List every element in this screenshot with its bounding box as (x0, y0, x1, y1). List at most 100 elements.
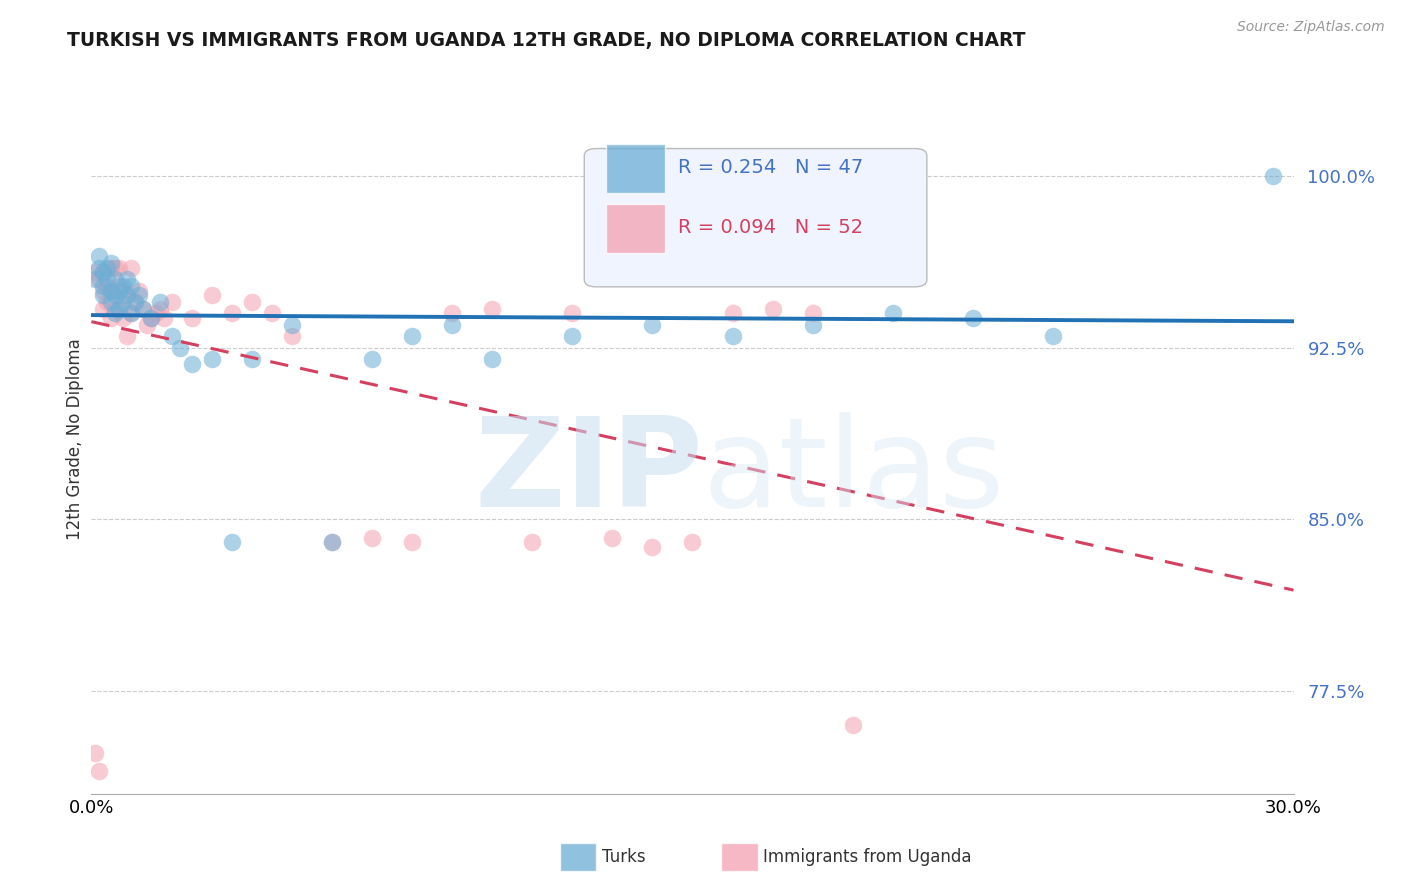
Text: R = 0.094   N = 52: R = 0.094 N = 52 (678, 219, 863, 237)
Point (124, 295, 146, 310)
Point (180, 357, 202, 371)
Point (93, 288, 115, 302)
Point (321, 535, 343, 549)
Point (148, 295, 170, 310)
Point (360, 531, 382, 545)
Point (321, 535, 343, 549)
Point (100, 260, 122, 275)
Point (112, 295, 135, 310)
Point (240, 295, 263, 310)
Y-axis label: 12th Grade, No Diploma: 12th Grade, No Diploma (66, 338, 84, 541)
Point (100, 284, 122, 298)
Point (121, 260, 143, 275)
Point (96, 295, 118, 310)
Point (89, 764, 111, 778)
Point (281, 318, 304, 332)
Point (721, 306, 744, 320)
Point (180, 311, 202, 326)
Point (360, 352, 382, 367)
Point (681, 535, 703, 549)
Point (160, 329, 183, 343)
Point (260, 306, 283, 320)
Point (201, 352, 224, 367)
Point (221, 535, 243, 549)
Point (962, 311, 984, 326)
Point (602, 531, 624, 545)
Point (481, 352, 503, 367)
Point (93, 265, 115, 279)
Point (160, 295, 183, 310)
Point (96, 260, 118, 275)
Point (128, 288, 150, 302)
Point (801, 306, 824, 320)
Point (121, 306, 143, 320)
Point (522, 535, 544, 549)
Text: TURKISH VS IMMIGRANTS FROM UGANDA 12TH GRADE, NO DIPLOMA CORRELATION CHART: TURKISH VS IMMIGRANTS FROM UGANDA 12TH G… (67, 31, 1026, 50)
Point (108, 284, 131, 298)
Point (112, 284, 135, 298)
Text: atlas: atlas (703, 412, 1005, 533)
Point (401, 329, 423, 343)
Point (112, 279, 135, 293)
Point (93, 279, 115, 293)
Point (440, 318, 463, 332)
Point (100, 284, 122, 298)
Point (104, 301, 127, 316)
Point (84, 746, 107, 760)
Point (100, 311, 122, 326)
Text: Turks: Turks (602, 848, 645, 866)
Point (117, 288, 139, 302)
Point (89, 272, 111, 286)
Point (240, 352, 263, 367)
FancyBboxPatch shape (585, 149, 927, 287)
Point (641, 540, 664, 554)
Point (281, 329, 304, 343)
Point (108, 301, 131, 316)
Point (112, 311, 135, 326)
Point (841, 718, 863, 732)
Point (152, 311, 174, 326)
Point (132, 301, 155, 316)
FancyBboxPatch shape (606, 144, 665, 193)
Point (221, 306, 243, 320)
Point (84, 265, 107, 279)
Point (93, 301, 115, 316)
Point (84, 272, 107, 286)
Point (1263, 169, 1285, 184)
Point (145, 306, 167, 320)
Point (104, 288, 127, 302)
Point (141, 311, 163, 326)
Point (96, 272, 118, 286)
Text: ZIP: ZIP (474, 412, 703, 533)
Point (108, 279, 131, 293)
Point (100, 295, 122, 310)
FancyBboxPatch shape (606, 204, 665, 252)
Text: Source: ZipAtlas.com: Source: ZipAtlas.com (1237, 20, 1385, 34)
Point (121, 306, 143, 320)
Point (141, 311, 163, 326)
Point (121, 279, 143, 293)
Point (104, 306, 127, 320)
Text: Immigrants from Uganda: Immigrants from Uganda (763, 848, 972, 866)
Point (401, 535, 423, 549)
Point (89, 260, 111, 275)
Text: R = 0.254   N = 47: R = 0.254 N = 47 (678, 158, 863, 178)
Point (104, 272, 127, 286)
Point (108, 301, 131, 316)
Point (93, 265, 115, 279)
Point (136, 318, 159, 332)
Point (641, 318, 664, 332)
Point (169, 341, 191, 355)
Point (128, 284, 150, 298)
Point (117, 329, 139, 343)
Point (124, 295, 146, 310)
Point (117, 272, 139, 286)
Point (481, 301, 503, 316)
Point (117, 288, 139, 302)
Point (561, 306, 583, 320)
Point (100, 256, 122, 270)
Point (762, 301, 785, 316)
Point (132, 301, 155, 316)
Point (108, 260, 131, 275)
Point (104, 260, 127, 275)
